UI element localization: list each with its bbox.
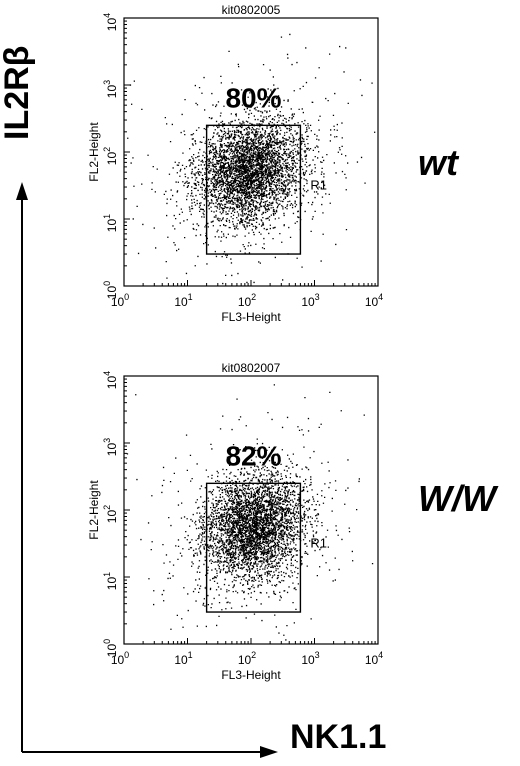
gate-r1-label: R1 [310,536,327,551]
scatter-points [127,33,376,285]
x-tick-label: 103 [301,650,319,667]
plot-title: kit0802005 [222,3,281,17]
y-axis-label: FL2-Height [87,480,101,540]
y-tick-label: 100 [102,281,119,299]
y-tick-label: 100 [102,639,119,657]
x-tick-label: 100 [111,650,129,667]
x-tick-label: 103 [301,292,319,309]
plot-ww: kit0802007 R1 82% 100 101 102 103 104 100 101 102 1… [87,361,383,682]
gate-r1-label: R1 [310,178,327,193]
y-tick-label: 101 [102,572,119,590]
x-axis-label: FL3-Height [221,310,281,324]
axis-ticks [123,378,376,645]
x-tick-label: 102 [238,292,256,309]
axis-arrows [16,182,278,758]
x-axis-title: NK1.1 [290,718,387,756]
y-axis-label: FL2-Height [87,122,101,182]
gate-r1 [205,482,302,613]
y-axis-title: IL2Rβ [0,45,36,140]
x-axis-label: FL3-Height [221,668,281,682]
x-tick-label: 101 [174,292,192,309]
x-tick-label: 102 [238,650,256,667]
gate-percent-label: 80% [225,82,281,113]
y-tick-label: 103 [102,438,119,456]
scatter-event-cloud [126,384,374,644]
y-tick-label: 104 [102,371,119,389]
gate-r1 [205,124,302,255]
x-tick-label: 104 [365,292,383,309]
group-label-wt: wt [418,142,458,183]
scatter-event-cloud [127,33,376,285]
x-tick-label: 100 [111,292,129,309]
scatter-points [126,384,374,644]
y-tick-label: 102 [102,505,119,523]
axis-ticks [123,20,376,287]
y-tick-label: 104 [102,13,119,31]
x-arrow-head [260,746,278,758]
group-label-ww: W/W [418,478,496,519]
y-tick-label: 102 [102,147,119,165]
plot-title: kit0802007 [222,361,281,375]
plot-wt: kit0802005 R1 80% 100 101 102 103 104 100 101 102 1… [87,3,383,324]
y-arrow-head [16,182,28,200]
x-tick-label: 101 [174,650,192,667]
gate-percent-label: 82% [225,440,281,471]
x-tick-label: 104 [365,650,383,667]
y-tick-label: 103 [102,80,119,98]
y-tick-label: 101 [102,214,119,232]
